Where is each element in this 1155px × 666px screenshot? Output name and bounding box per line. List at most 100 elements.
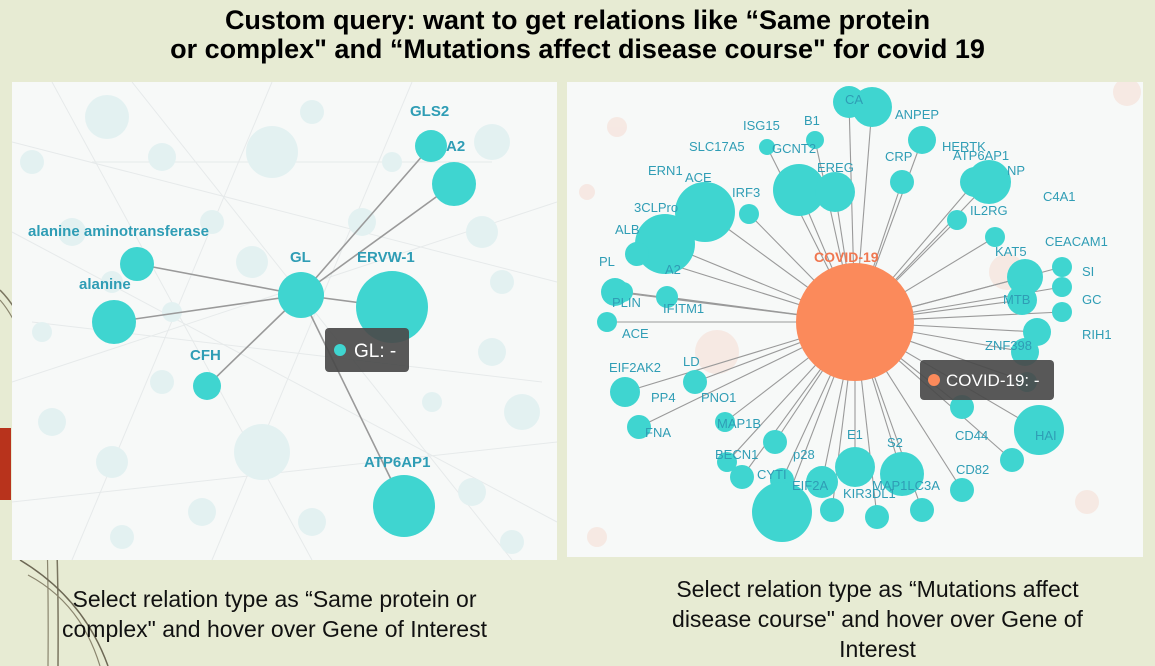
node-covid-19[interactable] <box>796 263 914 381</box>
gene-label: ERN1 <box>648 163 683 178</box>
gene-label: CD44 <box>955 428 988 443</box>
gene-node[interactable] <box>852 87 892 127</box>
node-alanine[interactable] <box>92 300 136 344</box>
gene-label: CYTI <box>757 467 787 482</box>
gene-label: 3CLPro <box>634 200 678 215</box>
node-cfh[interactable] <box>193 372 221 400</box>
gene-label: ALB <box>615 222 640 237</box>
gene-node[interactable] <box>717 452 737 472</box>
gene-node[interactable] <box>635 214 695 274</box>
label-alanine-aminotransferase: alanine aminotransferase <box>28 223 209 240</box>
gene-label: CRP <box>885 149 912 164</box>
gene-node[interactable] <box>739 204 759 224</box>
gene-node[interactable] <box>601 278 629 306</box>
gene-node[interactable] <box>597 312 617 332</box>
gene-label: EREG <box>817 160 854 175</box>
gene-label: MAP1B <box>717 416 761 431</box>
gene-label: KAT5 <box>995 244 1027 259</box>
label-alanine: alanine <box>79 276 131 293</box>
node-atp6ap1[interactable] <box>373 475 435 537</box>
gene-label: ISG15 <box>743 118 780 133</box>
gene-node[interactable] <box>715 412 735 432</box>
gene-label: ACE <box>622 326 649 341</box>
gene-label: PL <box>599 254 615 269</box>
gene-label: B1 <box>804 113 820 128</box>
gene-label: ATP6AP1 <box>953 148 1009 163</box>
gene-node[interactable] <box>656 286 678 308</box>
gene-node[interactable] <box>880 452 924 496</box>
gene-node[interactable] <box>752 482 812 542</box>
right-network-panel[interactable]: COVID-19 CA B1 ANPEP ISG15 SLC17A5 GCNT2 CRP HE… <box>567 82 1143 557</box>
right-caption: Select relation type as “Mutations affec… <box>610 574 1145 664</box>
node-ervw-1[interactable] <box>356 271 428 343</box>
node-gl[interactable] <box>278 272 324 318</box>
gene-node[interactable] <box>1007 285 1037 315</box>
gene-node[interactable] <box>759 139 775 155</box>
label-ervw-1: ERVW-1 <box>357 249 415 266</box>
gene-label: A2 <box>665 262 681 277</box>
gene-node[interactable] <box>950 395 974 419</box>
gene-node[interactable] <box>820 498 844 522</box>
right-caption-line-1: Select relation type as “Mutations affec… <box>676 576 1079 602</box>
gene-node[interactable] <box>806 131 824 149</box>
gene-node[interactable] <box>1052 277 1072 297</box>
gene-node[interactable] <box>610 377 640 407</box>
gene-label: GCNT2 <box>772 141 816 156</box>
gene-label: S2 <box>887 435 903 450</box>
node-alanine-aminotransferase[interactable] <box>120 247 154 281</box>
gene-label: p28 <box>793 447 815 462</box>
gene-node[interactable] <box>627 415 651 439</box>
label-covid-19: COVID-19 <box>814 249 879 265</box>
gene-label: SI <box>1082 264 1094 279</box>
gene-label: EIF2AK2 <box>609 360 661 375</box>
gene-label: CA <box>845 92 863 107</box>
slide-title: Custom query: want to get relations like… <box>0 6 1155 64</box>
gene-node[interactable] <box>730 465 754 489</box>
left-network-panel[interactable]: GLS2 A2 alanine aminotransferase alanine… <box>12 82 557 560</box>
gene-node[interactable] <box>763 430 787 454</box>
gene-label: PP4 <box>651 390 676 405</box>
gene-label: PLIN <box>612 295 641 310</box>
gene-node[interactable] <box>1011 338 1039 366</box>
left-caption-line-1: Select relation type as “Same protein or <box>72 586 477 612</box>
left-caption: Select relation type as “Same protein or… <box>12 584 537 644</box>
gene-node[interactable] <box>683 370 707 394</box>
node-a2[interactable] <box>432 162 476 206</box>
gene-label: MAP1LC3A <box>872 478 940 493</box>
right-caption-line-2: disease course" and hover over Gene of <box>672 606 1083 632</box>
node-gls2[interactable] <box>415 130 447 162</box>
gene-node[interactable] <box>950 478 974 502</box>
title-line-2: or complex" and “Mutations affect diseas… <box>170 34 985 64</box>
right-caption-line-3: Interest <box>839 636 916 662</box>
gene-node[interactable] <box>1014 405 1064 455</box>
gene-node[interactable] <box>910 498 934 522</box>
gene-label: PNO1 <box>701 390 736 405</box>
gene-node[interactable] <box>806 466 838 498</box>
gene-node[interactable] <box>967 160 1011 204</box>
gene-node[interactable] <box>1000 448 1024 472</box>
gene-label: IRF3 <box>732 185 760 200</box>
gene-node[interactable] <box>1052 257 1072 277</box>
gene-label: CD82 <box>956 462 989 477</box>
gene-label: KIR3DL1 <box>843 486 896 501</box>
gene-node[interactable] <box>835 447 875 487</box>
gene-label: FNA <box>645 425 671 440</box>
gene-node[interactable] <box>890 170 914 194</box>
label-gl: GL <box>290 249 311 266</box>
gene-label: RIH1 <box>1082 327 1112 342</box>
gene-label: CEACAM1 <box>1045 234 1108 249</box>
gene-node[interactable] <box>1052 302 1072 322</box>
accent-tab <box>0 428 11 500</box>
gene-node[interactable] <box>625 242 649 266</box>
gene-node[interactable] <box>865 505 889 529</box>
tooltip-covid-19: COVID-19: - <box>920 360 1054 400</box>
label-gls2: GLS2 <box>410 103 449 120</box>
gene-node[interactable] <box>947 210 967 230</box>
gene-node[interactable] <box>1007 259 1043 295</box>
tooltip-gl-text: GL: - <box>354 341 396 362</box>
gene-node[interactable] <box>815 172 855 212</box>
gene-node[interactable] <box>985 227 1005 247</box>
gene-node[interactable] <box>908 126 936 154</box>
gene-node[interactable] <box>773 164 825 216</box>
gene-node[interactable] <box>675 182 735 242</box>
